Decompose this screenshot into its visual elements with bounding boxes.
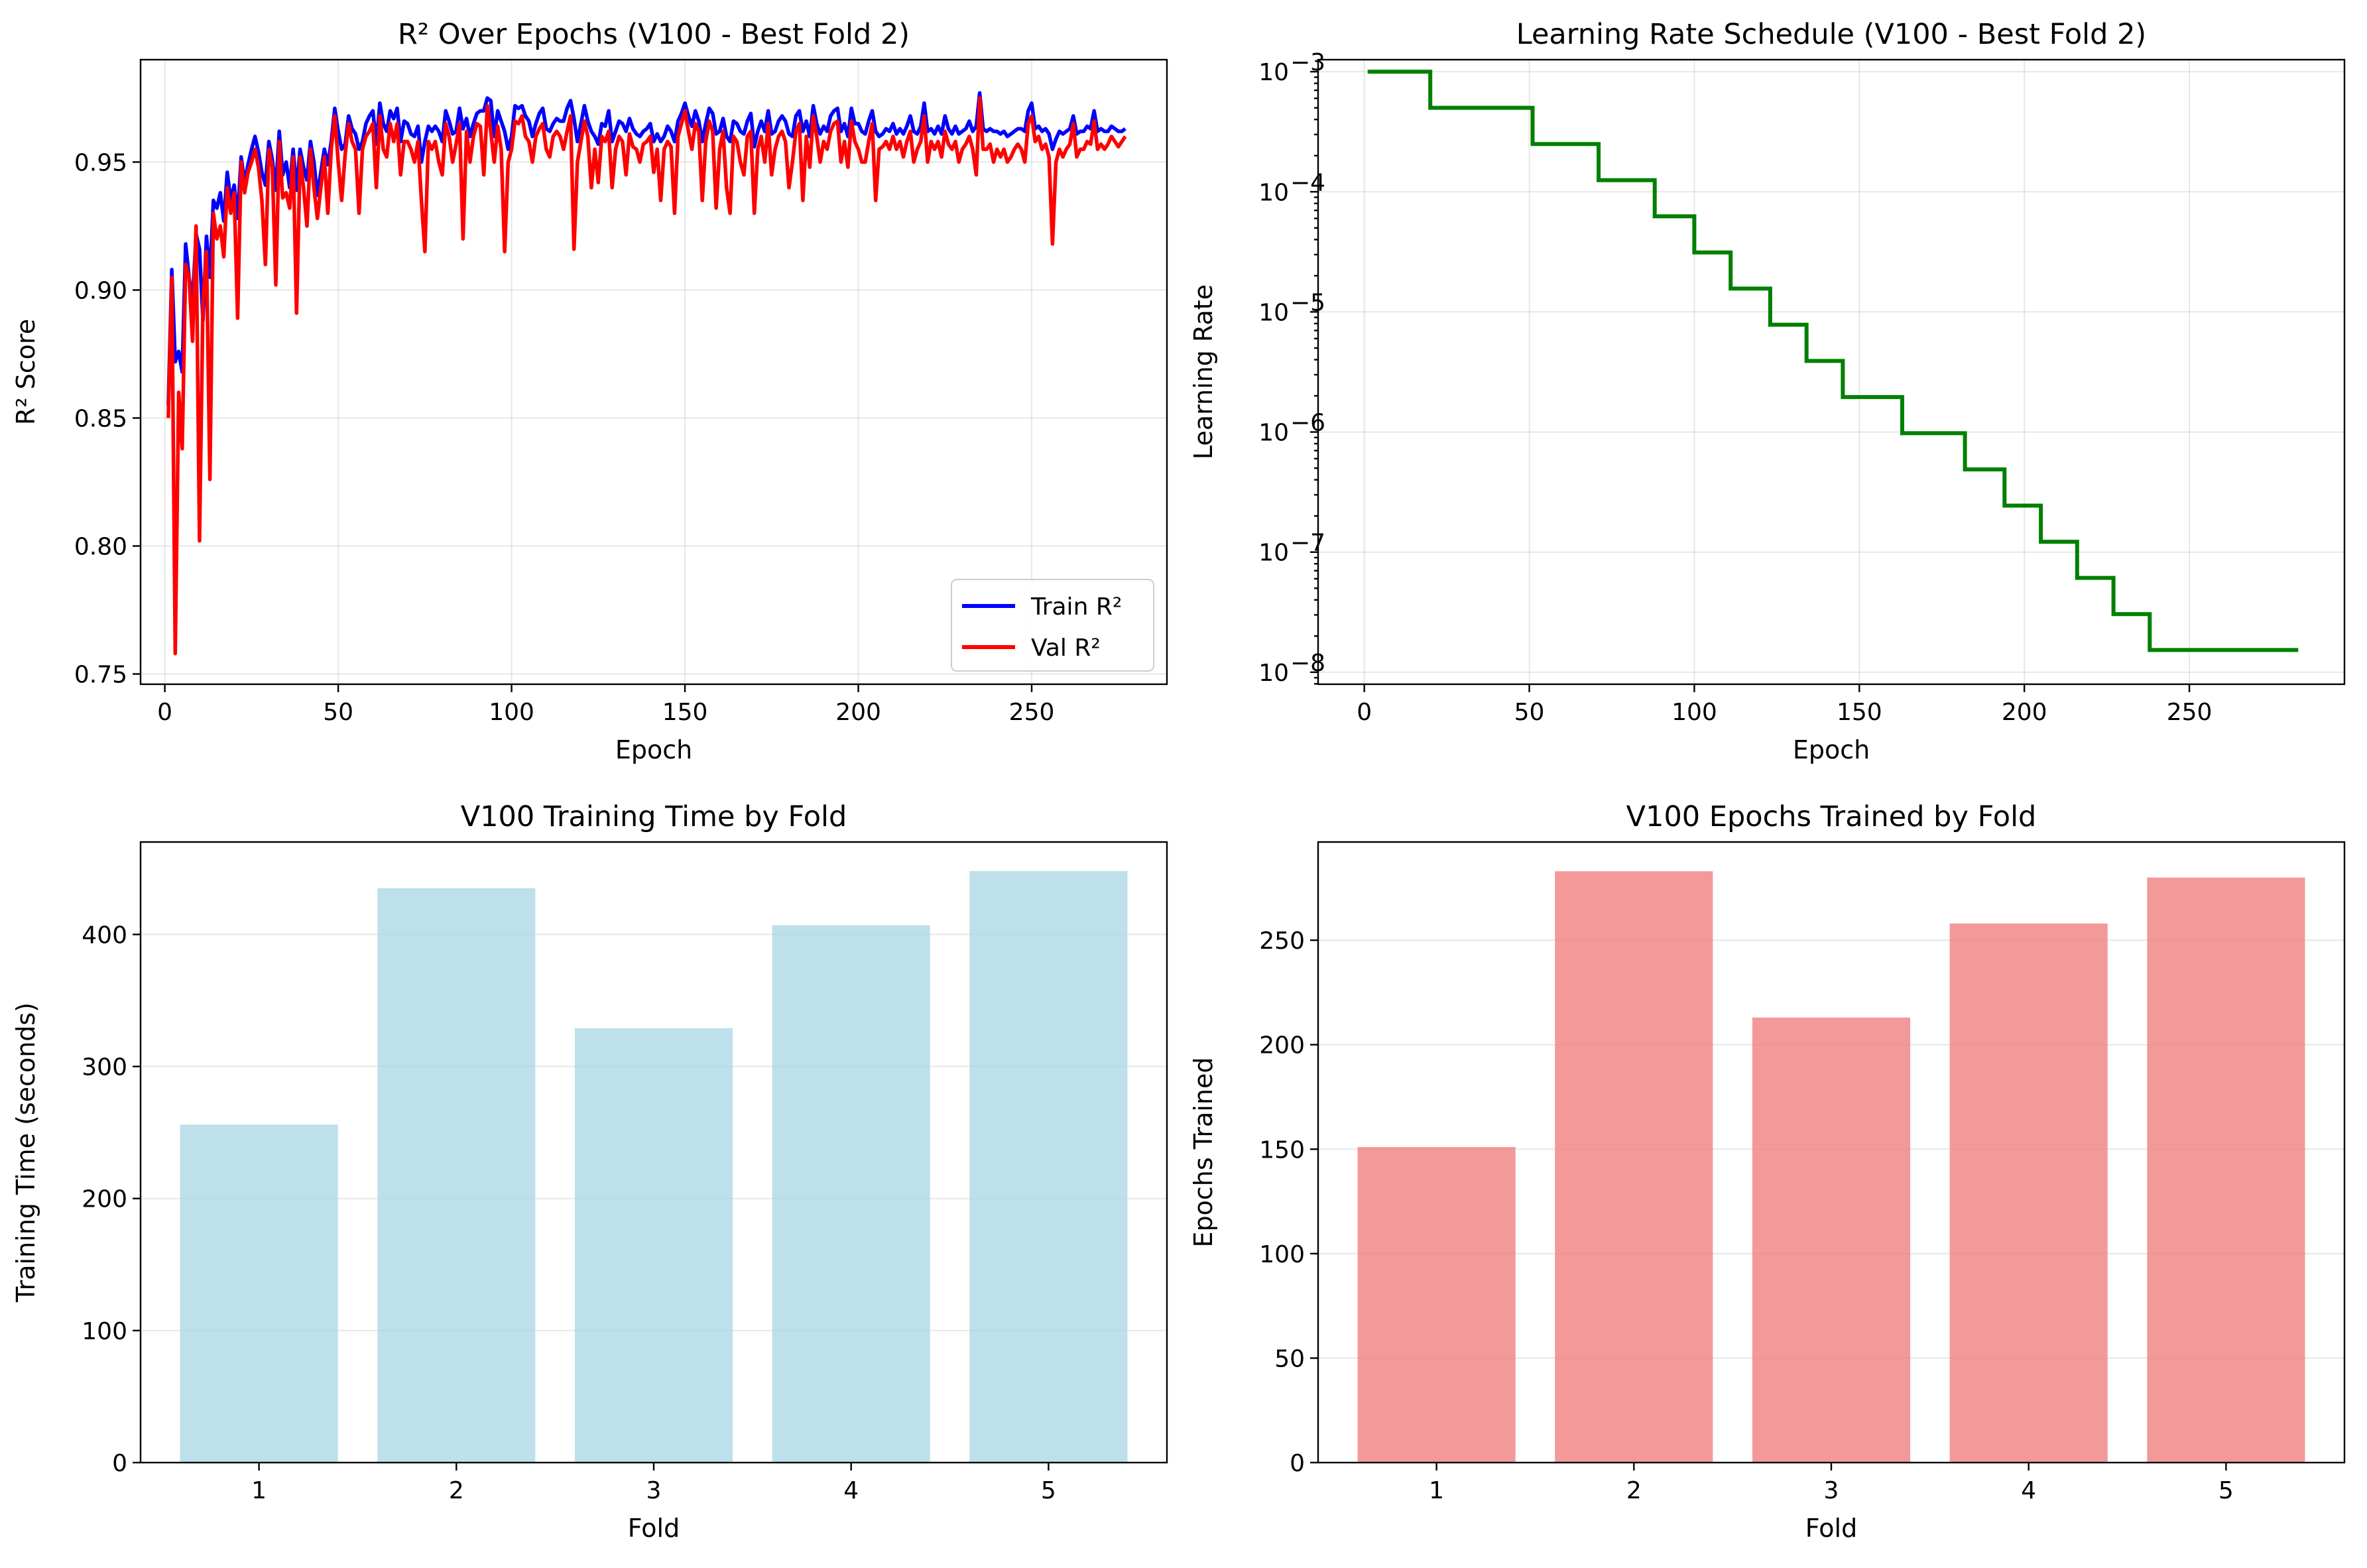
r2-ytick-label: 0.90: [74, 277, 127, 304]
lr-ytick-exponent: −3: [1290, 49, 1325, 76]
lr-ytick-label: 10: [1258, 660, 1289, 687]
epochs-xtick-label: 2: [1626, 1477, 1642, 1504]
time-ytick-label: 200: [82, 1186, 127, 1213]
r2-xlabel: Epoch: [615, 735, 692, 764]
epochs-bar-fold-4: [1949, 923, 2108, 1463]
r2-legend: Train R² Val R²: [951, 579, 1154, 672]
r2-over-epochs-chart: R² Over Epochs (V100 - Best Fold 2) Epoch…: [11, 18, 1168, 764]
epochs-ytick-label: 150: [1259, 1136, 1305, 1164]
time-ytick-label: 100: [82, 1318, 127, 1345]
lr-xlabel: Epoch: [1793, 735, 1870, 764]
r2-ytick-label: 0.85: [74, 405, 127, 432]
epochs-xtick-label: 1: [1429, 1477, 1444, 1504]
time-bar-fold-4: [772, 925, 930, 1463]
epochs-bar-fold-2: [1555, 871, 1713, 1463]
time-xlabel: Fold: [628, 1514, 680, 1543]
lr-xtick-label: 150: [1837, 699, 1882, 726]
time-title: V100 Training Time by Fold: [461, 800, 847, 833]
lr-ytick-label: 10: [1258, 540, 1289, 567]
epochs-trained-by-fold-chart: V100 Epochs Trained by Fold Fold Epochs Tr…: [1189, 800, 2346, 1543]
train-r2-line: [166, 91, 1126, 406]
lr-ytick-exponent: −7: [1290, 530, 1325, 557]
r2-ytick-label: 0.75: [74, 662, 127, 689]
time-xtick-label: 1: [251, 1477, 267, 1504]
lr-ytick-label: 10: [1258, 420, 1289, 447]
lr-axes-frame: [1317, 58, 2346, 686]
lr-ytick-label: 10: [1258, 179, 1289, 206]
lr-ytick-exponent: −8: [1290, 650, 1325, 677]
val-r2-line: [166, 96, 1127, 656]
time-xtick-label: 2: [449, 1477, 464, 1504]
r2-xtick-label: 50: [323, 699, 353, 726]
epochs-ylabel: Epochs Trained: [1189, 1057, 1218, 1248]
lr-ytick-base: 10: [1258, 59, 1289, 86]
learning-rate-schedule-chart: Learning Rate Schedule (V100 - Best Fold…: [1189, 18, 2346, 764]
lr-xtick-label: 200: [2002, 699, 2047, 726]
time-bar-fold-1: [180, 1124, 338, 1463]
r2-title: R² Over Epochs (V100 - Best Fold 2): [398, 18, 910, 51]
epochs-xtick-label: 5: [2218, 1477, 2234, 1504]
r2-ylabel: R² Score: [11, 319, 40, 425]
epochs-title: V100 Epochs Trained by Fold: [1626, 800, 2037, 833]
r2-xtick-label: 100: [489, 699, 534, 726]
lr-ytick-base: 10: [1258, 660, 1289, 687]
legend-label-val: Val R²: [1031, 634, 1101, 662]
learning-rate-line: [1367, 70, 2299, 652]
r2-xtick-label: 250: [1009, 699, 1055, 726]
epochs-xtick-label: 4: [2021, 1477, 2036, 1504]
epochs-ytick-label: 250: [1259, 928, 1305, 955]
lr-xtick-label: 0: [1357, 699, 1372, 726]
lr-title: Learning Rate Schedule (V100 - Best Fold…: [1516, 18, 2146, 51]
time-axes-frame: [139, 841, 1168, 1464]
r2-ytick-label: 0.80: [74, 534, 127, 561]
time-bar-fold-5: [969, 871, 1128, 1463]
lr-ytick-label: 10: [1258, 59, 1289, 86]
time-bar-fold-3: [574, 1028, 733, 1463]
r2-ytick-label: 0.95: [74, 149, 127, 176]
epochs-bar-fold-3: [1752, 1017, 1911, 1463]
lr-ytick-base: 10: [1258, 540, 1289, 567]
lr-ytick-base: 10: [1258, 420, 1289, 447]
r2-xtick-label: 0: [157, 699, 172, 726]
r2-xtick-label: 150: [662, 699, 708, 726]
lr-ytick-exponent: −5: [1290, 289, 1325, 316]
legend-label-train: Train R²: [1030, 593, 1122, 621]
lr-ylabel: Learning Rate: [1189, 284, 1218, 459]
r2-xtick-label: 200: [835, 699, 881, 726]
time-ytick-label: 300: [82, 1054, 127, 1081]
epochs-ytick-label: 0: [1290, 1450, 1305, 1477]
epochs-axes-frame: [1317, 841, 2346, 1464]
training-time-by-fold-chart: V100 Training Time by Fold Fold Training T…: [11, 800, 1168, 1543]
time-xtick-label: 3: [646, 1477, 662, 1504]
time-ylabel: Training Time (seconds): [11, 1002, 40, 1303]
lr-xtick-label: 100: [1671, 699, 1717, 726]
epochs-bar-fold-5: [2147, 877, 2305, 1463]
epochs-ytick-label: 100: [1259, 1241, 1305, 1268]
epochs-xlabel: Fold: [1805, 1514, 1857, 1543]
time-xtick-label: 5: [1041, 1477, 1056, 1504]
time-ytick-label: 0: [112, 1450, 127, 1477]
lr-xtick-label: 50: [1514, 699, 1545, 726]
lr-ytick-exponent: −4: [1290, 169, 1325, 196]
time-ytick-label: 400: [82, 922, 127, 949]
r2-axes-frame: [139, 58, 1168, 686]
lr-ytick-label: 10: [1258, 299, 1289, 326]
lr-ytick-exponent: −6: [1290, 410, 1325, 437]
lr-ytick-base: 10: [1258, 299, 1289, 326]
epochs-ytick-label: 200: [1259, 1032, 1305, 1059]
lr-ytick-base: 10: [1258, 179, 1289, 206]
time-xtick-label: 4: [843, 1477, 859, 1504]
epochs-bar-fold-1: [1357, 1147, 1516, 1463]
lr-xtick-label: 250: [2167, 699, 2213, 726]
epochs-xtick-label: 3: [1824, 1477, 1839, 1504]
epochs-ytick-label: 50: [1274, 1345, 1305, 1372]
time-bar-fold-2: [377, 888, 536, 1463]
